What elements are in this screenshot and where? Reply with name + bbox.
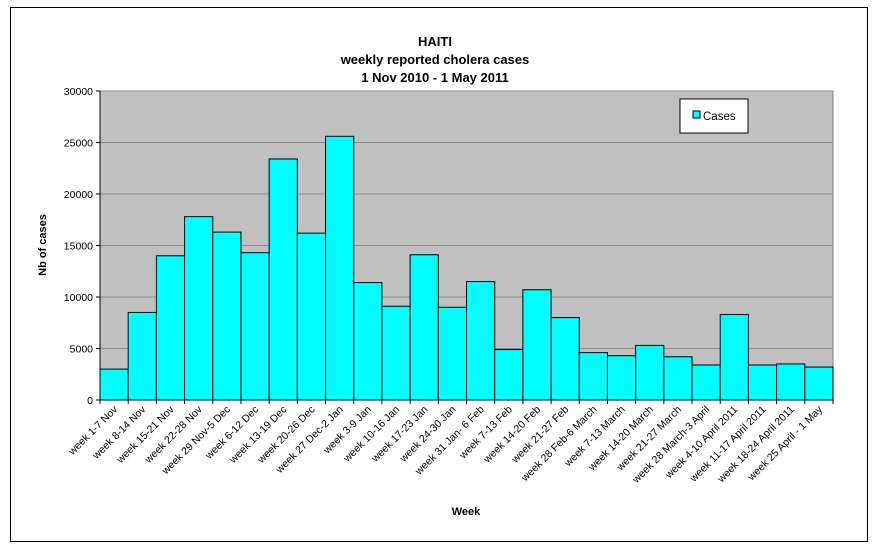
y-tick-label: 15000: [64, 241, 93, 253]
bar: [663, 356, 693, 401]
y-tick-label: 0: [87, 395, 93, 407]
chart-title-line-3: 1 Nov 2010 - 1 May 2011: [361, 70, 508, 85]
bar: [381, 305, 411, 401]
legend-box: [679, 98, 749, 134]
y-tick-label: 25000: [64, 138, 93, 150]
bar: [353, 282, 383, 401]
bar: [268, 158, 298, 401]
y-axis-label: Nb of cases: [37, 214, 49, 276]
bar: [635, 344, 665, 401]
chart-title-line-1: HAITI: [418, 34, 452, 49]
bar: [747, 364, 778, 401]
legend-label-cases: Cases: [703, 111, 736, 123]
bar: [578, 352, 608, 401]
y-tick-label: 10000: [64, 292, 93, 304]
bar: [606, 355, 637, 401]
y-tick-label: 30000: [64, 86, 93, 98]
bar: [437, 306, 467, 401]
bar: [99, 368, 129, 401]
legend: Cases: [679, 98, 749, 134]
bar: [296, 232, 327, 401]
bar: [804, 366, 834, 401]
bar: [127, 311, 157, 401]
bar: [409, 254, 439, 401]
bar: [240, 252, 270, 401]
bar: [212, 231, 242, 401]
bar: [691, 364, 721, 401]
bar: [325, 135, 355, 401]
bar: [494, 349, 524, 401]
bar: [522, 289, 552, 401]
bar: [184, 216, 214, 401]
bar: [719, 314, 749, 401]
chart-title-line-2: weekly reported cholera cases: [340, 52, 530, 67]
y-tick-label: 5000: [70, 344, 94, 356]
bar: [550, 317, 580, 401]
legend-swatch: [692, 110, 701, 119]
y-tick-label: 20000: [64, 189, 93, 201]
bar: [155, 255, 186, 401]
bar: [466, 281, 496, 401]
bar: [776, 363, 806, 401]
x-axis-label: Week: [452, 506, 481, 518]
